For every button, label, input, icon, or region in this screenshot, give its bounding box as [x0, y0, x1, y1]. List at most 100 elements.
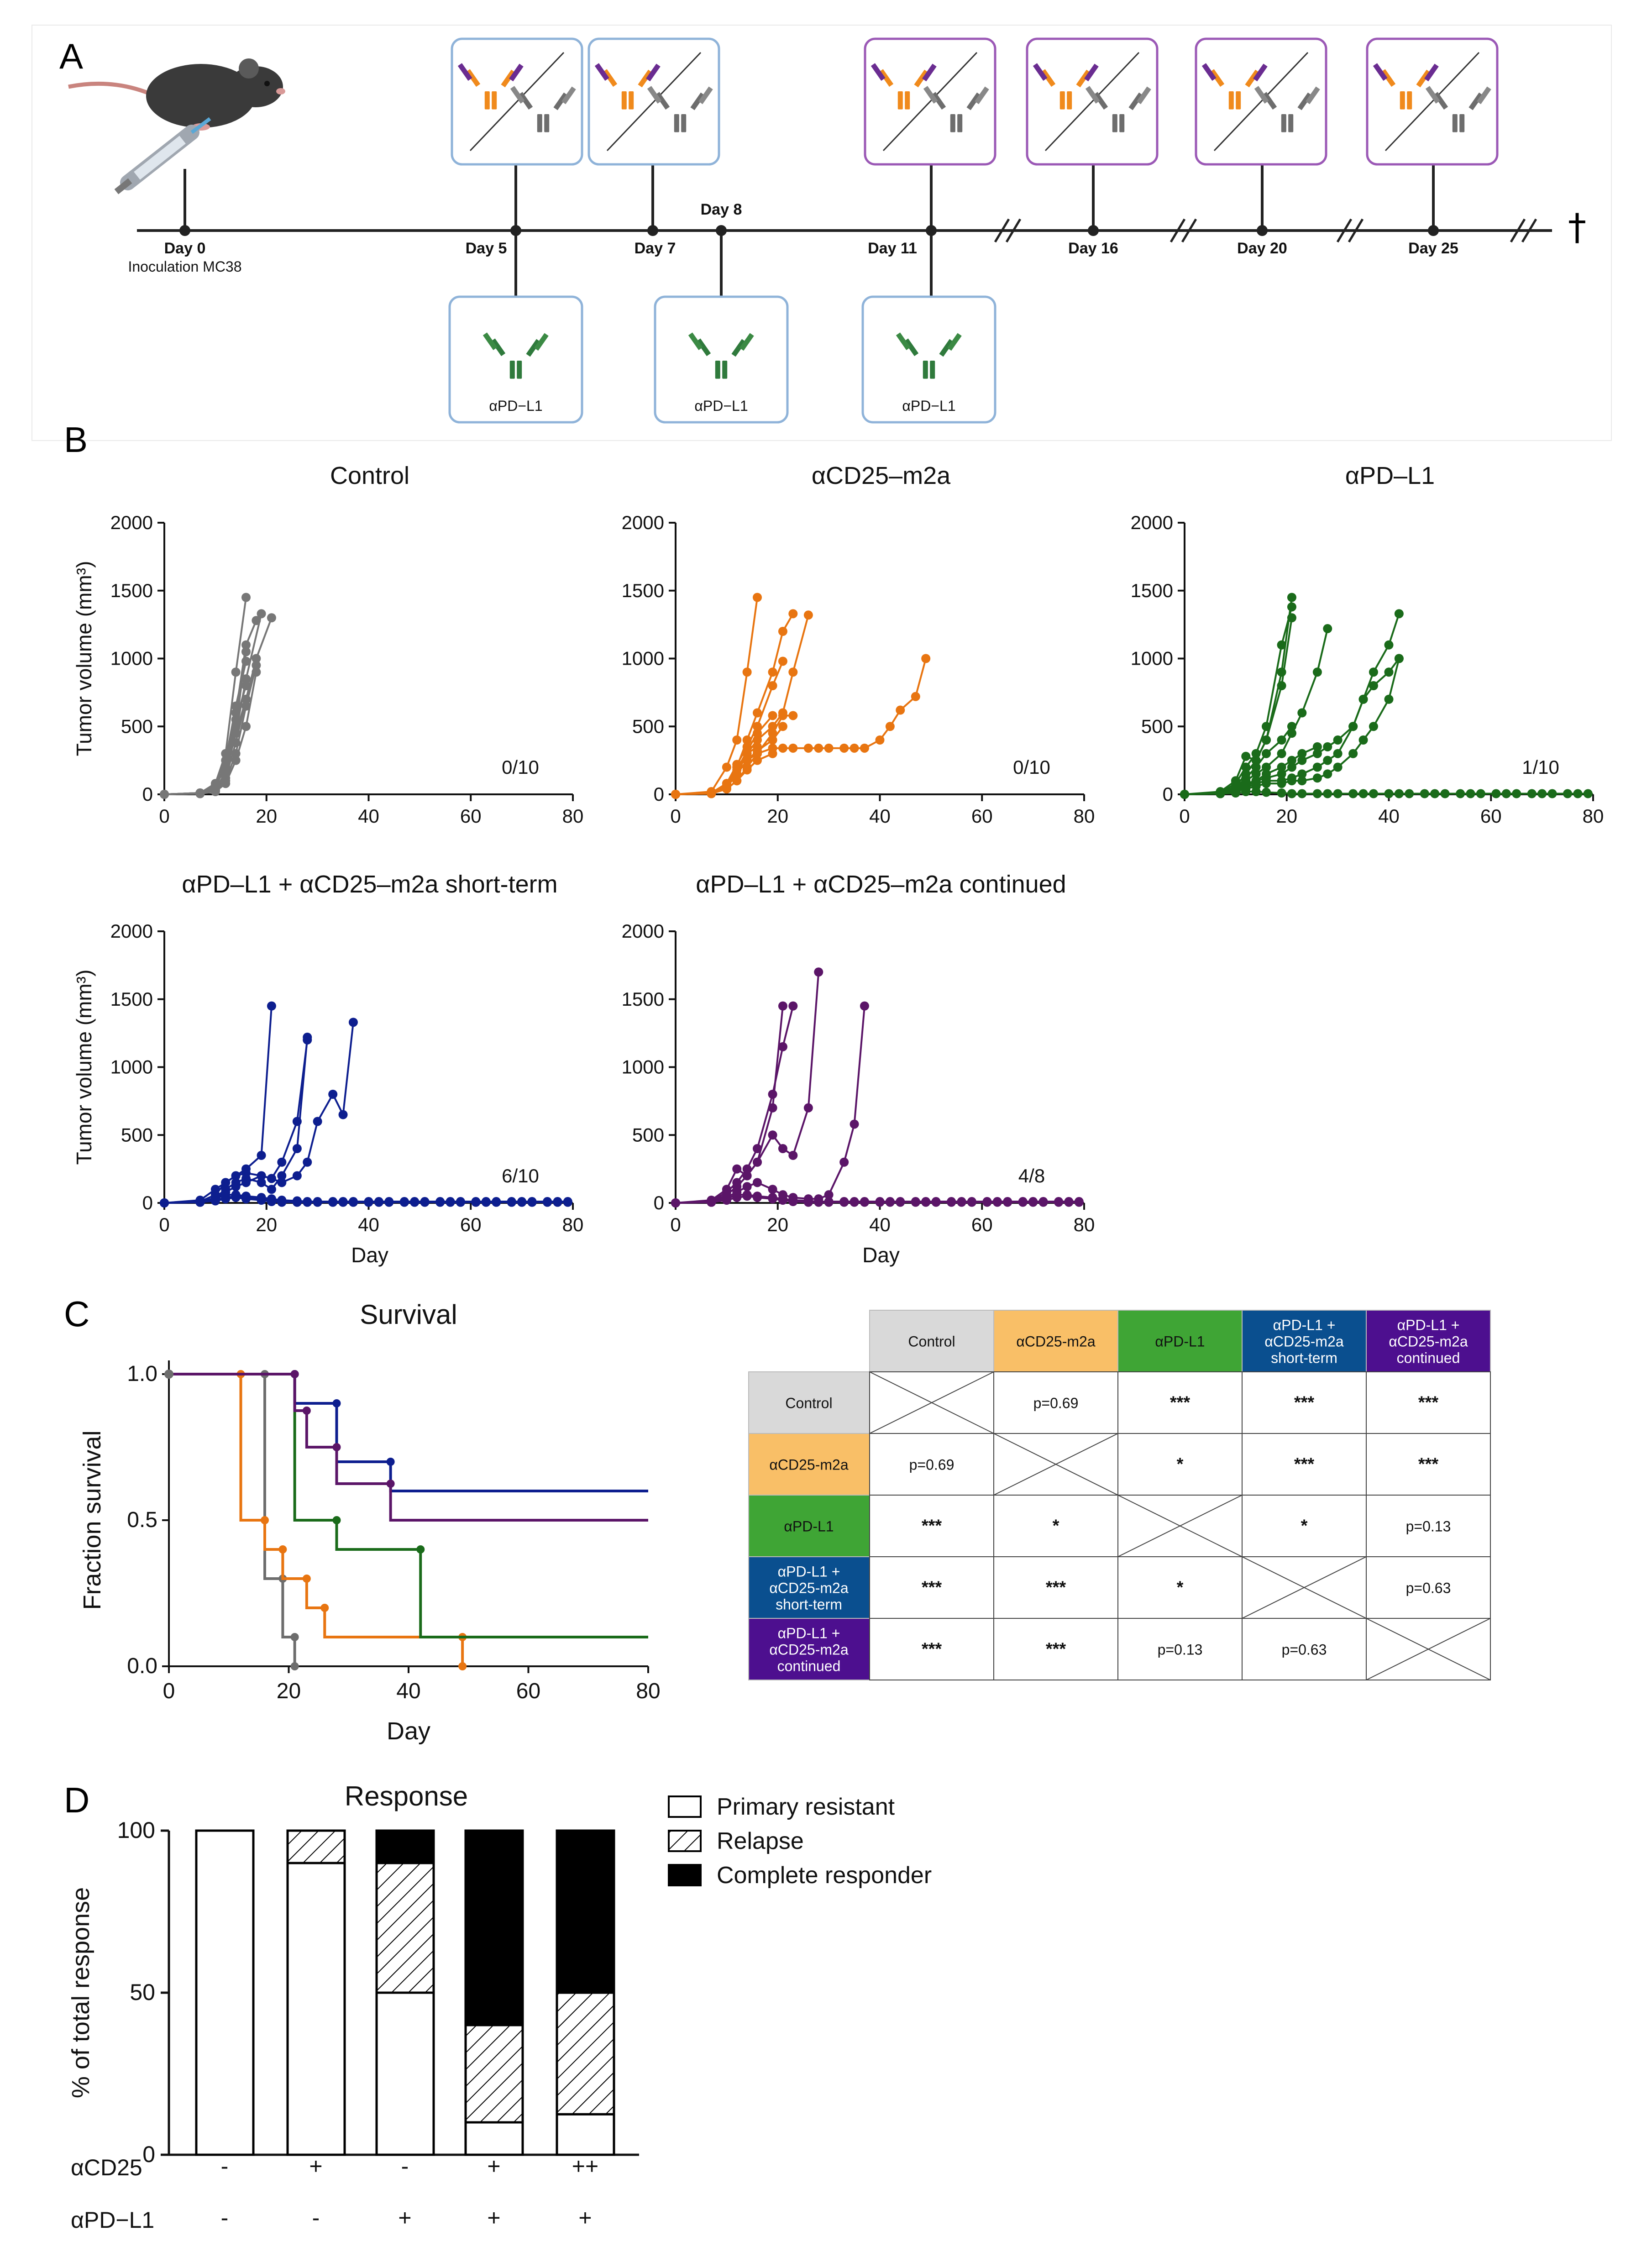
curve-line [675, 1006, 784, 1204]
curve-point [241, 722, 251, 731]
curve-point [814, 1197, 823, 1207]
curve-point [252, 654, 261, 663]
growth-plot-1: αCD25–m2a 0 500 1000 1500 2000 0 20 40 60 80 0/10 [622, 462, 1095, 827]
curve-point [292, 1197, 302, 1207]
table-cell [869, 1556, 994, 1619]
antibody-icon [871, 63, 937, 110]
curve-point [671, 790, 680, 799]
axis-break-2 [1170, 218, 1197, 243]
curve-point [1323, 789, 1332, 798]
response-ratio: 1/10 [1522, 756, 1559, 778]
curve-point [1405, 789, 1414, 798]
survival-event [261, 1516, 269, 1524]
curve-point [410, 1197, 420, 1207]
curve-point [1456, 789, 1465, 798]
curve-point [1297, 749, 1307, 758]
plot-title: Control [330, 462, 409, 489]
day-marker-25: Day 25 [1408, 164, 1458, 257]
x-tick-label: 20 [277, 1679, 301, 1703]
x-tick-label: 60 [971, 805, 993, 827]
curve-point [221, 1178, 231, 1187]
curve-point [885, 1197, 895, 1207]
survival-event [290, 1370, 299, 1378]
tumor-curve [671, 1192, 1084, 1207]
curve-point [778, 1196, 787, 1205]
curve-point [850, 1119, 859, 1129]
y-tick-label: 1500 [622, 580, 664, 601]
tumor-curve [1180, 609, 1404, 799]
day-marker-8: Day 8 [701, 201, 742, 297]
curve-point [1262, 779, 1271, 788]
bar-segment-2 [464, 1829, 524, 2026]
curve-point [348, 1197, 358, 1207]
x-tick-label: 20 [767, 805, 788, 827]
apdl1-sign: + [487, 2205, 500, 2231]
curve-point [1287, 722, 1296, 731]
survival-event [290, 1633, 299, 1641]
curve-point [1333, 735, 1343, 745]
survival-line [169, 1373, 464, 1666]
curve-point [1527, 789, 1537, 798]
curve-line [164, 699, 247, 795]
acd25-sign: ++ [572, 2153, 598, 2179]
table-row-label: short-term [776, 1596, 842, 1613]
response-bar: +- [286, 1829, 346, 2231]
curve-point [543, 1197, 552, 1207]
curve-point [707, 789, 716, 798]
survival-event [278, 1545, 287, 1554]
table-cell [1242, 1433, 1367, 1496]
survival-event [386, 1458, 395, 1466]
curve-point [768, 711, 777, 720]
table-cell [1366, 1495, 1491, 1557]
y-tick-label: 0 [142, 1192, 153, 1213]
y-tick-label: 1000 [1131, 648, 1173, 669]
survival-line [169, 1373, 296, 1666]
antibody-icon [688, 332, 754, 379]
x-tick-label: 60 [971, 1214, 993, 1235]
curve-point [1277, 762, 1286, 772]
diagonal [1242, 1556, 1367, 1619]
y-tick-label: 2000 [1131, 512, 1173, 533]
curve-point [875, 735, 885, 745]
table-cell [1117, 1433, 1243, 1496]
panel-c-survival-curve: Survival 0.0 0.5 1.0 0 20 40 60 80 Fraction survi… [79, 1299, 661, 1745]
curve-point [1394, 654, 1404, 663]
curve-point [1358, 735, 1368, 745]
table-cell-value: p=0.63 [1406, 1580, 1451, 1596]
curve-point [778, 1042, 787, 1051]
x-tick-label: 0 [1179, 805, 1190, 827]
y-tick-label: 0 [654, 783, 664, 805]
curve-point [241, 674, 251, 684]
curve-point [1323, 624, 1332, 634]
x-tick-label: 80 [562, 1214, 584, 1235]
survival-curve [169, 1370, 467, 1670]
table-cell [869, 1618, 994, 1680]
curve-point [1384, 789, 1394, 798]
curve-point [814, 967, 823, 977]
table-cell [1242, 1495, 1367, 1557]
antibody-icon [1033, 63, 1099, 110]
y-axis-label: Tumor volume (mm³) [72, 970, 96, 1165]
table-cell-value: p=0.69 [1033, 1395, 1079, 1412]
curve-point [527, 1197, 537, 1207]
curve-point [860, 1197, 869, 1207]
tumor-curve [160, 694, 251, 799]
table-cell-value: p=0.69 [909, 1457, 954, 1473]
curve-point [788, 667, 798, 677]
curve-point [722, 762, 731, 772]
curve-point [267, 1001, 276, 1011]
table-cell-value: * [1177, 1578, 1184, 1597]
curve-point [768, 749, 777, 758]
curve-point [553, 1197, 562, 1207]
response-bar: ++ [464, 1829, 524, 2231]
survival-event [332, 1516, 341, 1524]
curve-point [303, 1197, 312, 1207]
curve-point [1262, 749, 1271, 758]
table-cell-value: *** [1046, 1640, 1066, 1659]
curve-point [338, 1110, 348, 1119]
